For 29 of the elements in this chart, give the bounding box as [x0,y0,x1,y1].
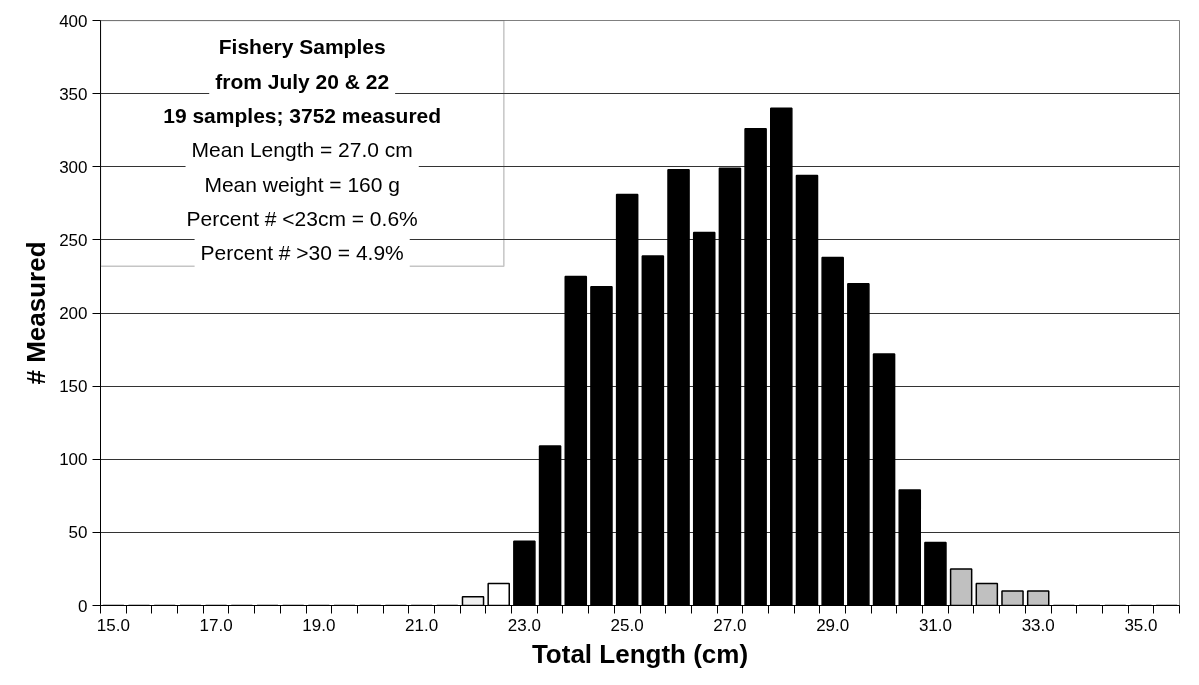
y-tick-label: 350 [59,84,88,104]
y-tick-label: 400 [59,11,88,31]
x-tick-label: 25.0 [610,615,644,635]
annotation: Percent # <23cm = 0.6% [186,207,418,231]
annotation: Fishery Samples [218,35,386,59]
y-tick-label: 100 [59,450,88,470]
y-tick-label: 50 [68,523,88,543]
y-tick-label: 150 [59,377,88,397]
annotation: 19 samples; 3752 measured [163,104,442,128]
y-tick-label: 200 [59,304,88,323]
x-tick-label: 19.0 [302,615,336,635]
x-axis-title: Total Length (cm) [531,638,749,669]
annotation: Mean Length = 27.0 cm [191,138,413,162]
x-tick-label: 15.0 [96,615,130,635]
x-tick-label: 35.0 [1124,615,1158,635]
x-tick-label: 21.0 [405,615,439,635]
y-axis-title: # Measured [21,241,52,385]
x-tick-label: 17.0 [199,615,233,635]
x-tick-label: 27.0 [713,615,747,635]
annotation: Percent # >30 = 4.9% [200,241,404,265]
annotation: Mean weight = 160 g [204,172,400,196]
annotation: from July 20 & 22 [215,69,390,93]
y-tick-label: 0 [78,596,88,616]
x-tick-label: 33.0 [1021,615,1055,635]
x-tick-label: 23.0 [507,615,541,635]
x-tick-label: 31.0 [918,615,952,635]
y-tick-label: 250 [59,230,88,250]
x-tick-label: 29.0 [816,615,850,635]
y-tick-label: 300 [59,157,88,177]
